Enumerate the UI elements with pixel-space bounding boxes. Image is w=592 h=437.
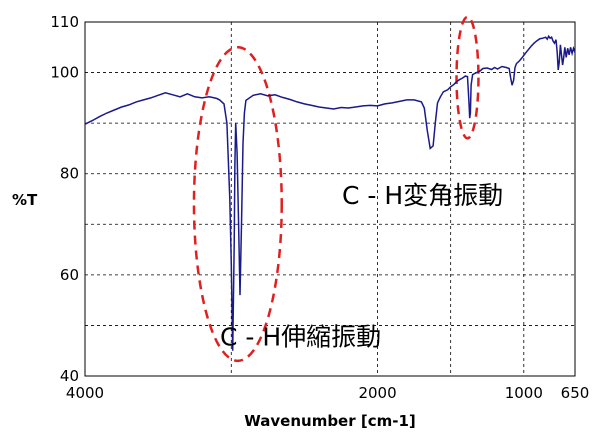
- series-line: [84, 34, 576, 351]
- plot-frame: [84, 21, 576, 377]
- y-axis-label: %T: [12, 191, 38, 209]
- y-tick-label: 80: [60, 165, 79, 183]
- x-tick-label: 4000: [66, 384, 104, 402]
- y-tick-label: 60: [60, 266, 79, 284]
- grid-lines: [85, 22, 575, 376]
- y-tick-labels: 40 60 80 100 110: [50, 13, 79, 385]
- y-tick-label: 40: [60, 367, 79, 385]
- annotation-bending: C - H変角振動: [342, 181, 503, 210]
- y-tick-label: 100: [50, 64, 79, 82]
- x-tick-label: 2000: [358, 384, 396, 402]
- highlight-ellipse: [455, 15, 480, 140]
- x-tick-label: 650: [561, 384, 590, 402]
- x-tick-labels: 4000 2000 1000 650: [66, 384, 589, 402]
- annotation-stretching: C - H伸縮振動: [220, 323, 381, 352]
- x-tick-label: 1000: [505, 384, 543, 402]
- y-tick-label: 110: [50, 13, 79, 31]
- highlight-ellipse: [192, 46, 283, 363]
- x-axis-label: Wavenumber [cm-1]: [244, 412, 416, 430]
- highlight-ellipses: [192, 15, 480, 363]
